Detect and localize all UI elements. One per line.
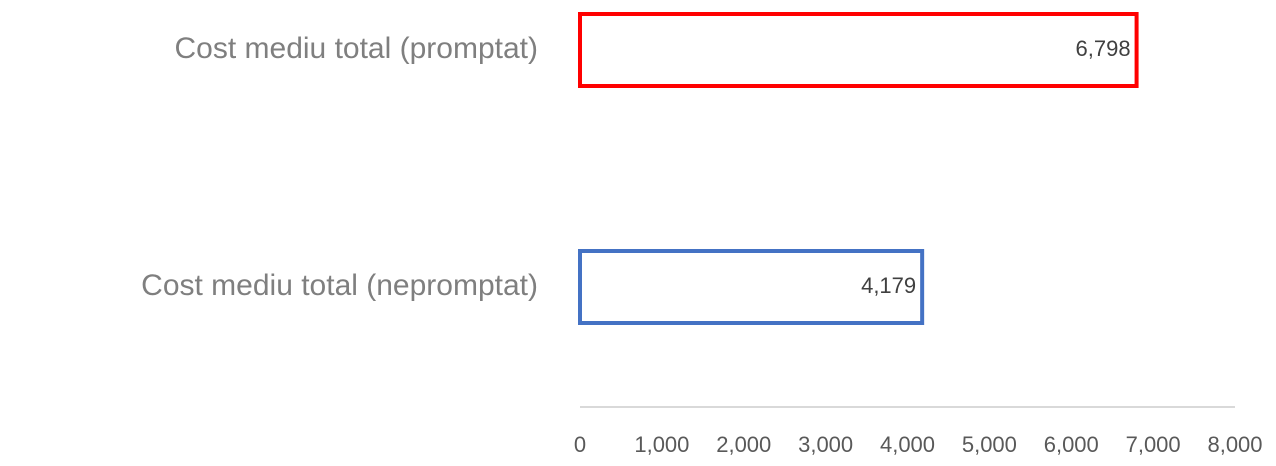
x-tick-label: 0 [574,432,586,457]
x-tick-label: 4,000 [880,432,935,457]
x-tick-label: 2,000 [716,432,771,457]
value-label: 4,179 [861,273,916,298]
category-label: Cost mediu total (promptat) [175,32,538,65]
x-tick-label: 1,000 [634,432,689,457]
x-tick-label: 6,000 [1044,432,1099,457]
x-tick-label: 5,000 [962,432,1017,457]
x-tick-label: 7,000 [1126,432,1181,457]
x-tick-label: 3,000 [798,432,853,457]
category-label: Cost mediu total (nepromptat) [141,269,538,302]
bar [578,249,925,325]
bar [578,12,1139,88]
x-tick-label: 8,000 [1207,432,1262,457]
value-label: 6,798 [1076,36,1131,61]
